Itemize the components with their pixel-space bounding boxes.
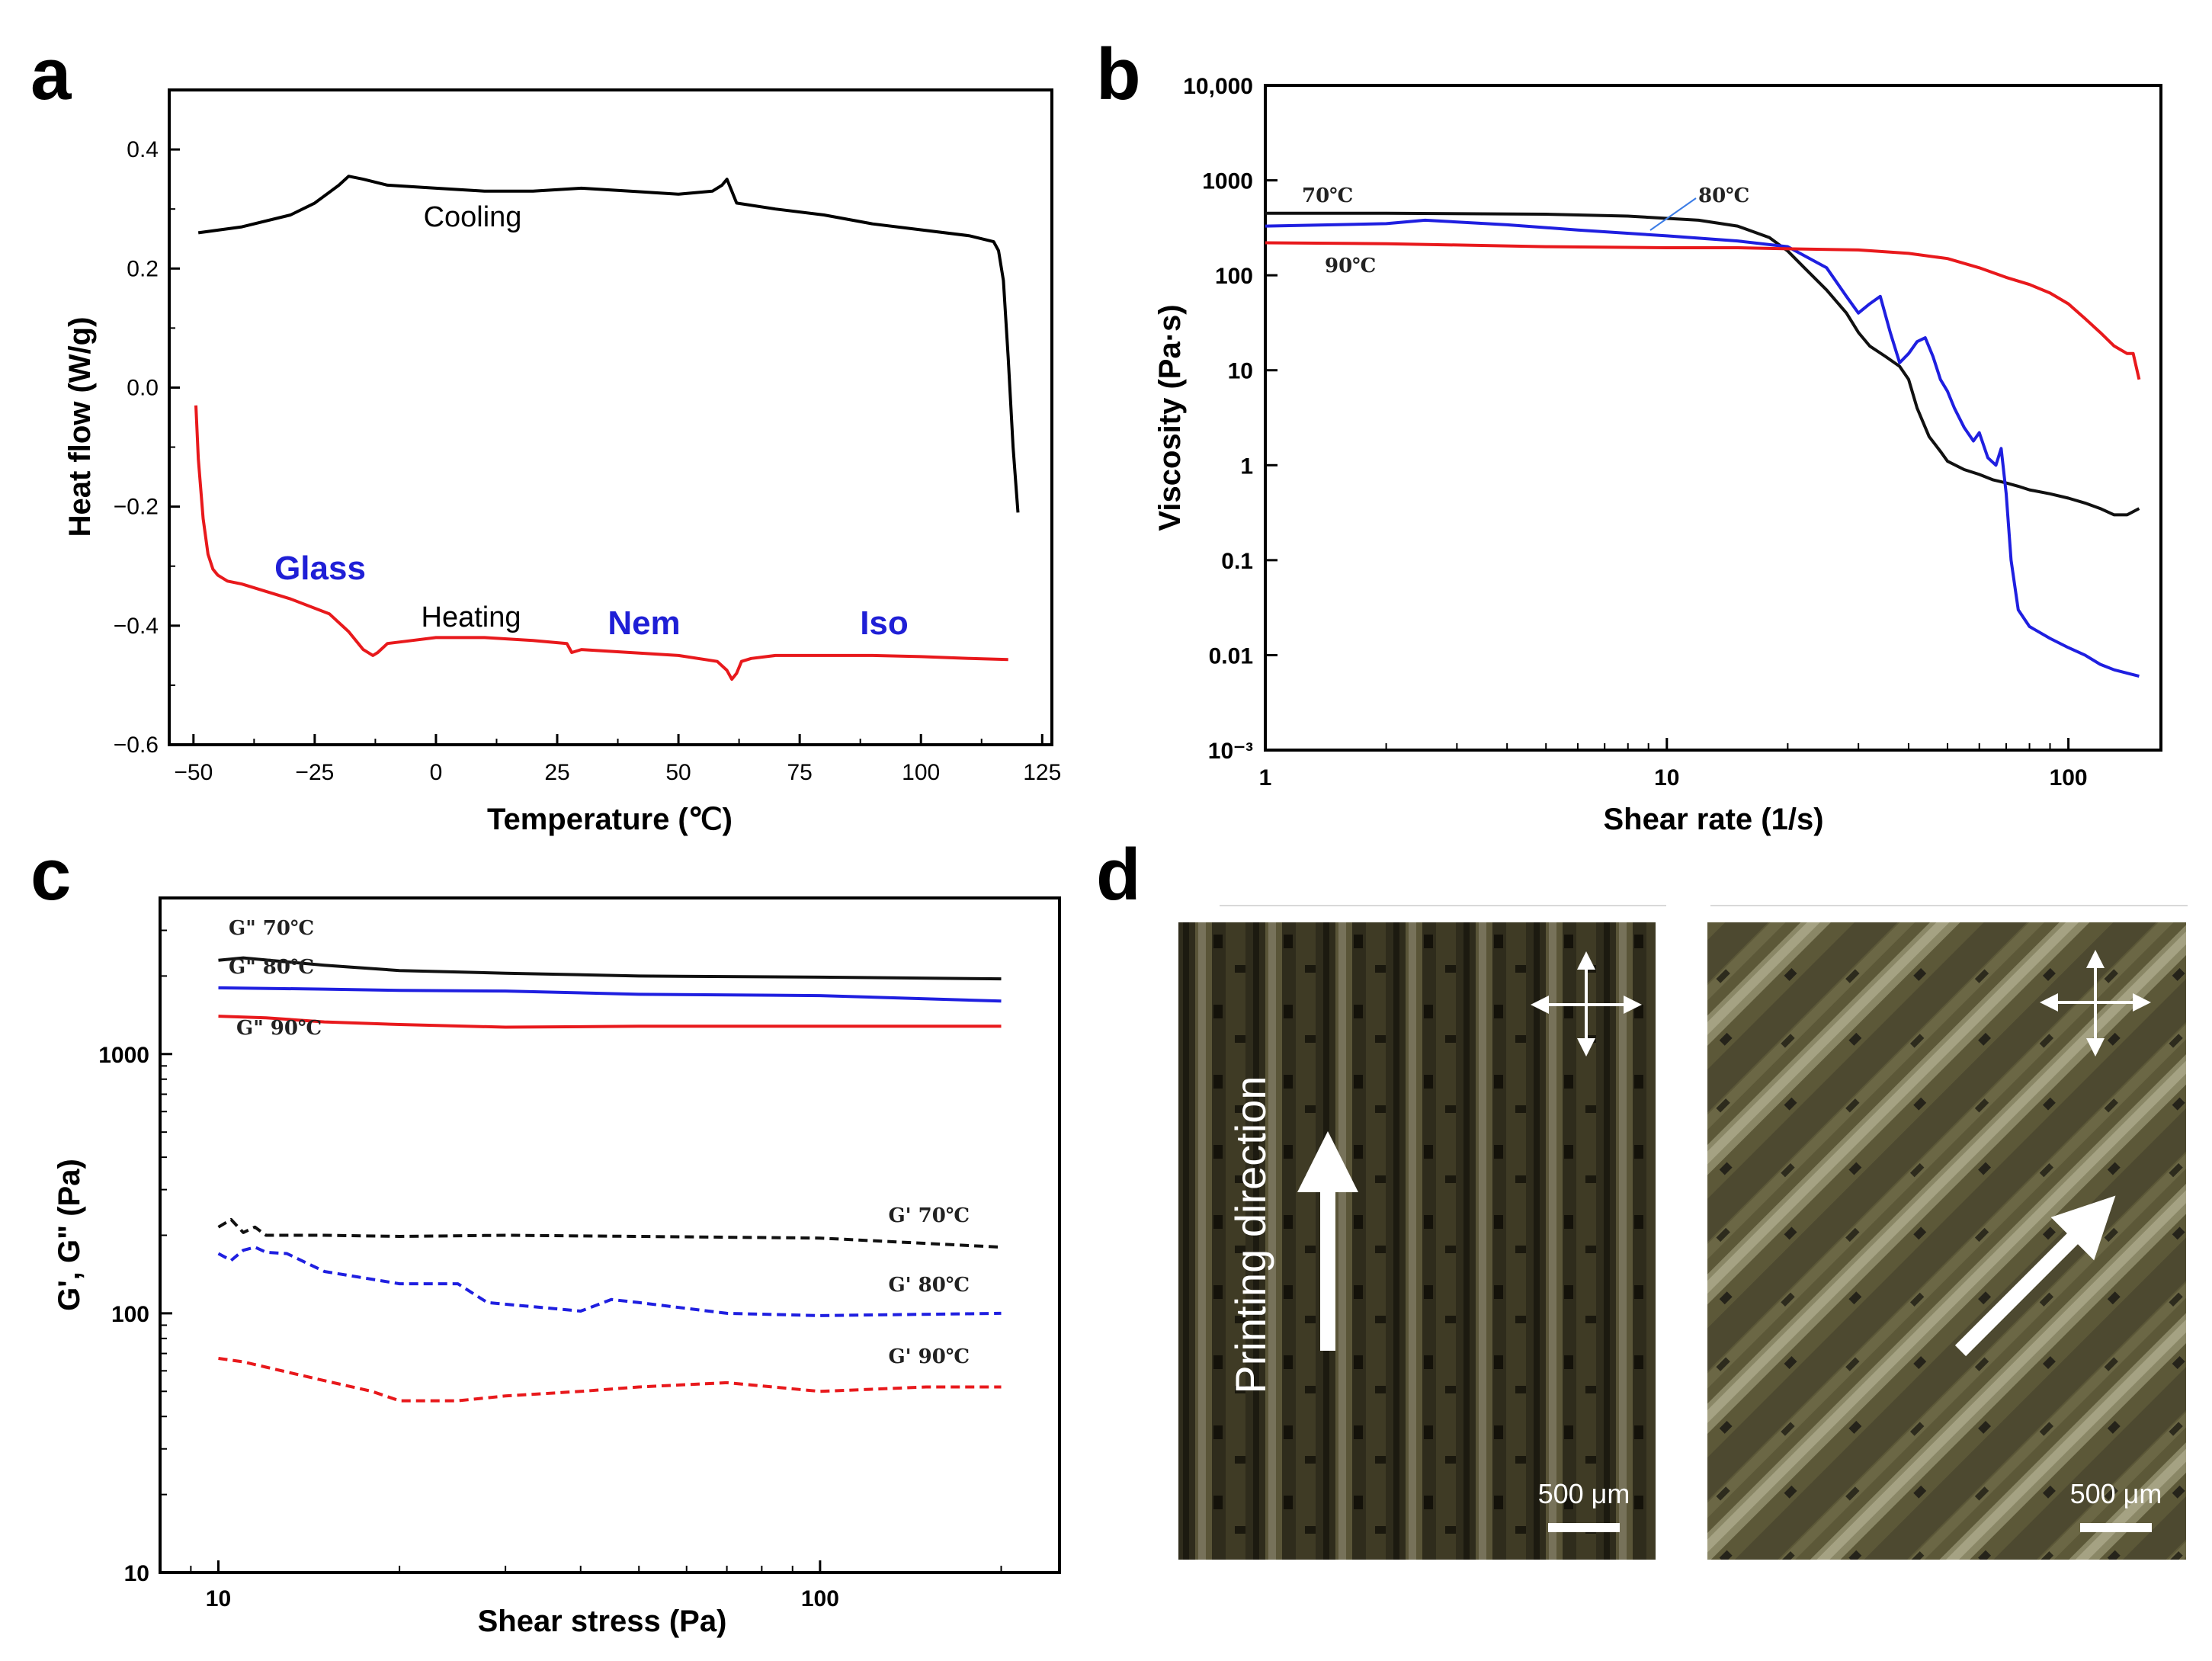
- y-tick-label: 1000: [98, 1043, 149, 1068]
- series-label: G" 70℃: [229, 917, 314, 940]
- y-tick-label: 0.2: [127, 256, 159, 281]
- glass-phase-label: Glass: [274, 550, 366, 587]
- x-axis-ticks: −50 −25 0 25 50 75 100 125 −0.6 −0.4 −0.2 0.0 0.2 0.4: [114, 137, 1062, 785]
- x-axis-title: Shear stress (Pa): [478, 1605, 727, 1638]
- nematic-phase-label: Nem: [607, 604, 680, 642]
- y-tick-label: 10,000: [1183, 74, 1253, 99]
- x-tick-label: 125: [1023, 760, 1061, 785]
- printing-direction-arrow-icon: [1954, 1195, 2116, 1357]
- storage-modulus-line: [218, 1357, 1002, 1403]
- scale-bar-label-left: 500 μm: [1538, 1478, 1630, 1509]
- series-labels: G" 70℃ G" 80℃ G" 90℃ G' 70℃ G' 80℃ G' 90℃: [229, 917, 970, 1368]
- polarizer-cross-icon: [1531, 951, 1642, 1057]
- y-tick-label: 0.1: [1221, 549, 1253, 574]
- micrograph-right: 500 μm: [1707, 922, 2186, 1560]
- y-tick-label: 100: [111, 1302, 149, 1327]
- x-tick-label: −25: [295, 760, 334, 785]
- y-tick-label: 100: [1215, 264, 1253, 289]
- x-tick-label: 100: [2050, 765, 2088, 790]
- x-axis-title: Temperature (℃): [487, 803, 733, 836]
- loss-modulus-line: [218, 986, 1002, 1003]
- series-label: G" 90℃: [236, 1017, 322, 1040]
- x-tick-label: 25: [544, 760, 569, 785]
- y-tick-label: 1: [1240, 454, 1253, 479]
- panel-letter-c: c: [30, 834, 71, 915]
- y-tick-label: 10: [1228, 359, 1253, 384]
- series-group: [1265, 211, 2141, 678]
- panel-b-viscosity-chart: 1 10 100 10⁻³ 0.01 0.1 1 10 100 1000 10,000 Shear …: [1153, 74, 2162, 836]
- label-80c-leader-line: [1649, 197, 1697, 231]
- scale-bar-label-right: 500 μm: [2070, 1478, 2162, 1509]
- panel-letter-a: a: [30, 34, 72, 115]
- y-tick-label: 0.4: [127, 137, 159, 162]
- series-group: [217, 956, 1002, 1403]
- y-axis-title: G', G" (Pa): [53, 1159, 86, 1311]
- polarizer-cross-icon: [2040, 950, 2151, 1057]
- series-label: G' 80℃: [888, 1274, 970, 1297]
- x-tick-label: 10: [1654, 765, 1679, 790]
- viscosity-80c-line: [1265, 218, 2140, 678]
- x-tick-label: 0: [430, 760, 443, 785]
- panel-letter-b: b: [1096, 34, 1141, 115]
- panel-a-dsc-chart: −50 −25 0 25 50 75 100 125 −0.6 −0.4 −0.2 0.0 0.2 0.4…: [63, 88, 1062, 836]
- series-label: G" 80℃: [229, 956, 314, 979]
- y-tick-label: 10⁻³: [1208, 739, 1253, 764]
- scale-bar-right: [2080, 1523, 2152, 1532]
- axis-ticks: 1 10 100 10⁻³ 0.01 0.1 1 10 100 1000 10,000: [1183, 74, 2087, 790]
- storage-modulus-line: [217, 1217, 1002, 1249]
- x-tick-label: 100: [801, 1586, 839, 1611]
- x-tick-label: 75: [787, 760, 812, 785]
- x-tick-label: 50: [665, 760, 691, 785]
- heating-curve: [194, 405, 1008, 681]
- y-tick-label: −0.6: [114, 733, 159, 758]
- y-axis-title: Heat flow (W/g): [63, 317, 97, 537]
- storage-modulus-line: [217, 1246, 1002, 1317]
- y-tick-label: 10: [124, 1561, 149, 1586]
- x-tick-label: 100: [902, 760, 940, 785]
- series-group: [194, 175, 1020, 681]
- series-label-70c: 70℃: [1302, 184, 1353, 207]
- series-label-80c: 80℃: [1698, 184, 1749, 207]
- micrograph-left-image: [1178, 922, 1656, 1560]
- x-axis-title: Shear rate (1/s): [1603, 803, 1823, 836]
- heating-label: Heating: [422, 601, 521, 633]
- y-tick-label: 0.0: [127, 375, 159, 400]
- y-tick-label: −0.4: [114, 614, 159, 639]
- cooling-label: Cooling: [424, 201, 522, 233]
- y-tick-label: 0.01: [1209, 643, 1253, 669]
- x-tick-label: 1: [1259, 765, 1272, 790]
- y-tick-label: −0.2: [114, 495, 159, 520]
- cooling-curve: [197, 175, 1020, 513]
- loss-modulus-line: [218, 956, 1002, 981]
- y-axis-title: Viscosity (Pa·s): [1153, 304, 1187, 531]
- series-label: G' 70℃: [888, 1204, 970, 1227]
- viscosity-70c-line: [1265, 211, 2140, 517]
- plot-frame: [168, 88, 1053, 746]
- panel-d-micrographs: Printing direction 500 μm 500 μm: [1178, 905, 2188, 1560]
- micrograph-left: Printing direction 500 μm: [1178, 922, 1656, 1560]
- plot-frame: [1264, 84, 2162, 752]
- scale-bar-left: [1548, 1523, 1620, 1532]
- printing-direction-label: Printing direction: [1226, 1076, 1274, 1393]
- panel-letter-d: d: [1096, 834, 1141, 915]
- loss-modulus-line: [218, 1015, 1002, 1029]
- series-label-90c: 90℃: [1325, 255, 1376, 277]
- x-tick-label: 10: [206, 1586, 231, 1611]
- series-label: G' 90℃: [888, 1345, 970, 1368]
- micrograph-right-image: [1707, 922, 2186, 1560]
- isotropic-phase-label: Iso: [860, 604, 909, 642]
- axis-ticks: 10 100 10 100 1000: [98, 929, 1002, 1611]
- x-tick-label: −50: [174, 760, 213, 785]
- y-tick-label: 1000: [1202, 169, 1253, 194]
- viscosity-90c-line: [1265, 241, 2141, 380]
